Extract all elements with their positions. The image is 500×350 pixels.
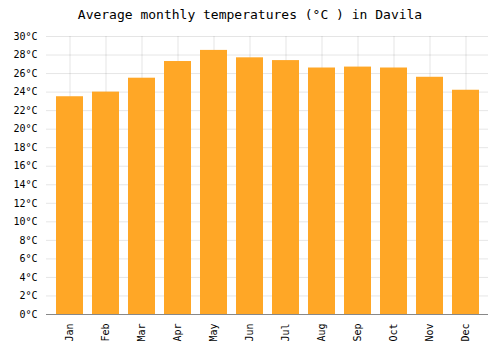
svg-text:Nov: Nov xyxy=(424,324,435,342)
svg-text:26°C: 26°C xyxy=(13,68,37,79)
svg-text:6°C: 6°C xyxy=(19,253,37,264)
svg-text:Apr: Apr xyxy=(172,324,183,342)
svg-text:10°C: 10°C xyxy=(13,216,37,227)
svg-text:Jan: Jan xyxy=(64,324,75,342)
svg-text:24°C: 24°C xyxy=(13,86,37,97)
html-text:Average monthly temperatures (: Average monthly temperatures (°C ) in Da… xyxy=(77,7,423,22)
svg-text:Jun: Jun xyxy=(244,324,255,342)
svg-text:30°C: 30°C xyxy=(13,31,37,42)
svg-text:4°C: 4°C xyxy=(19,272,37,283)
svg-text:Sep: Sep xyxy=(352,324,363,342)
svg-text:Feb: Feb xyxy=(100,324,111,342)
svg-text:Jul: Jul xyxy=(280,324,291,342)
svg-text:May: May xyxy=(208,324,219,342)
svg-text:28°C: 28°C xyxy=(13,49,37,60)
svg-text:18°C: 18°C xyxy=(13,142,37,153)
svg-text:20°C: 20°C xyxy=(13,123,37,134)
svg-text:2°C: 2°C xyxy=(19,290,37,301)
svg-text:0°C: 0°C xyxy=(19,309,37,320)
svg-text:8°C: 8°C xyxy=(19,235,37,246)
svg-text:12°C: 12°C xyxy=(13,198,37,209)
svg-text:Aug: Aug xyxy=(316,324,327,342)
svg-text:Oct: Oct xyxy=(388,324,399,342)
svg-text:Dec: Dec xyxy=(460,324,471,342)
svg-text:14°C: 14°C xyxy=(13,179,37,190)
svg-text:22°C: 22°C xyxy=(13,105,37,116)
svg-text:16°C: 16°C xyxy=(13,160,37,171)
svg-text:Mar: Mar xyxy=(136,324,147,342)
